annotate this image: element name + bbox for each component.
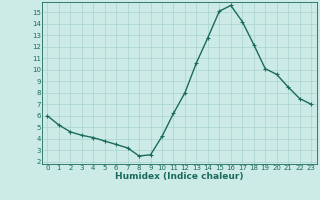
X-axis label: Humidex (Indice chaleur): Humidex (Indice chaleur) [115,172,244,181]
